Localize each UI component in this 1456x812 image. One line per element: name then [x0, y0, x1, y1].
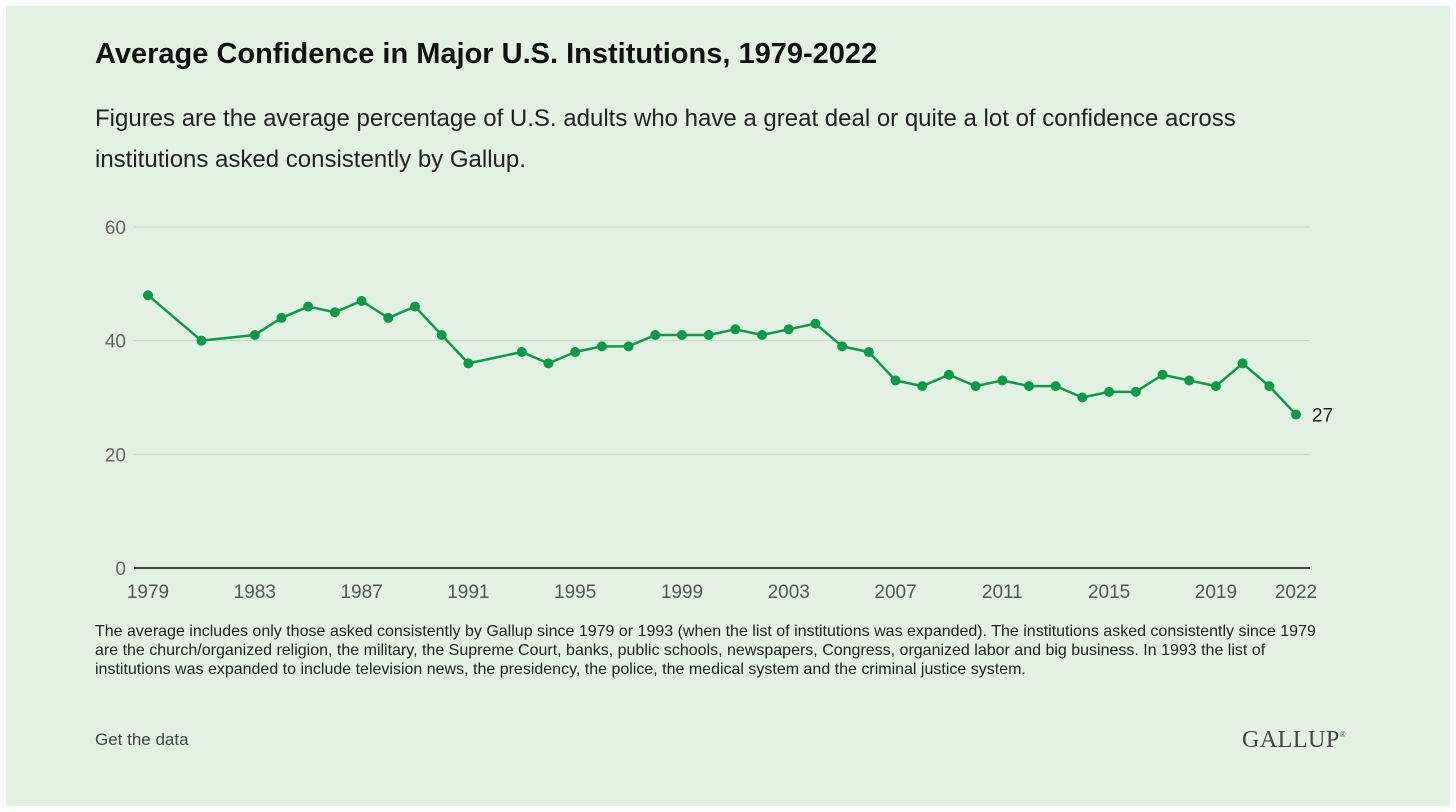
data-point-2015: [1104, 386, 1115, 397]
data-point-2002: [757, 329, 768, 340]
chart-card: [6, 6, 1450, 806]
data-point-1984: [276, 312, 287, 323]
data-point-1991: [463, 358, 474, 369]
data-point-2018: [1184, 375, 1195, 386]
data-point-1989: [409, 301, 420, 312]
data-point-2000: [703, 329, 714, 340]
data-point-1994: [543, 358, 554, 369]
data-point-1995: [570, 347, 581, 358]
data-point-1996: [596, 341, 607, 352]
data-point-2004: [810, 318, 821, 329]
x-tick-label-1983: 1983: [234, 582, 276, 603]
gallup-logo-text: GALLUP: [1242, 727, 1340, 753]
x-tick-label-2011: 2011: [982, 582, 1023, 603]
data-point-2009: [943, 369, 954, 380]
data-point-2017: [1157, 369, 1168, 380]
data-point-2020: [1237, 358, 1248, 369]
y-tick-label-0: 0: [115, 559, 126, 580]
data-point-1993: [516, 347, 527, 358]
data-point-2008: [917, 381, 928, 392]
x-tick-label-1987: 1987: [340, 582, 382, 603]
x-tick-label-1999: 1999: [661, 582, 703, 603]
data-point-1990: [436, 329, 447, 340]
data-point-2011: [997, 375, 1008, 386]
x-tick-label-1995: 1995: [554, 582, 596, 603]
x-tick-label-2007: 2007: [874, 582, 916, 603]
data-point-1981: [196, 335, 207, 346]
data-point-1979: [143, 290, 153, 301]
data-point-1999: [676, 329, 687, 340]
chart-subtitle: Figures are the average percentage of U.…: [95, 105, 1236, 173]
data-point-1985: [303, 301, 314, 312]
data-point-2003: [783, 324, 794, 335]
x-tick-label-1979: 1979: [127, 582, 169, 603]
data-point-2021: [1264, 381, 1275, 392]
gallup-logo: GALLUP®: [1242, 727, 1346, 754]
data-point-2005: [837, 341, 848, 352]
data-point-2010: [970, 381, 981, 392]
y-tick-label-60: 60: [105, 218, 126, 239]
chart-title: Average Confidence in Major U.S. Institu…: [95, 38, 878, 70]
data-point-2007: [890, 375, 901, 386]
data-point-2006: [863, 347, 874, 358]
end-value-label: 27: [1312, 406, 1333, 427]
data-point-2014: [1077, 392, 1088, 403]
registered-mark: ®: [1339, 730, 1347, 739]
data-point-2022: [1291, 409, 1301, 420]
y-tick-label-40: 40: [105, 332, 126, 353]
x-tick-label-2022: 2022: [1275, 582, 1317, 603]
series-line: [147, 294, 1297, 416]
data-point-1998: [650, 329, 661, 340]
footnote: The average includes only those asked co…: [95, 623, 1316, 678]
get-the-data-link[interactable]: Get the data: [95, 730, 189, 749]
data-point-1987: [356, 295, 367, 306]
data-point-1997: [623, 341, 634, 352]
data-point-2016: [1130, 386, 1141, 397]
data-point-2013: [1050, 381, 1061, 392]
data-point-1988: [383, 312, 394, 323]
x-tick-label-2015: 2015: [1088, 582, 1130, 603]
x-tick-label-1991: 1991: [447, 582, 489, 603]
data-point-1986: [329, 307, 340, 318]
data-point-2001: [730, 324, 741, 335]
data-point-2012: [1024, 381, 1035, 392]
data-point-2019: [1210, 381, 1221, 392]
x-tick-label-2003: 2003: [768, 582, 810, 603]
x-tick-label-2019: 2019: [1195, 582, 1237, 603]
data-point-1983: [249, 329, 260, 340]
y-tick-label-20: 20: [105, 445, 126, 466]
